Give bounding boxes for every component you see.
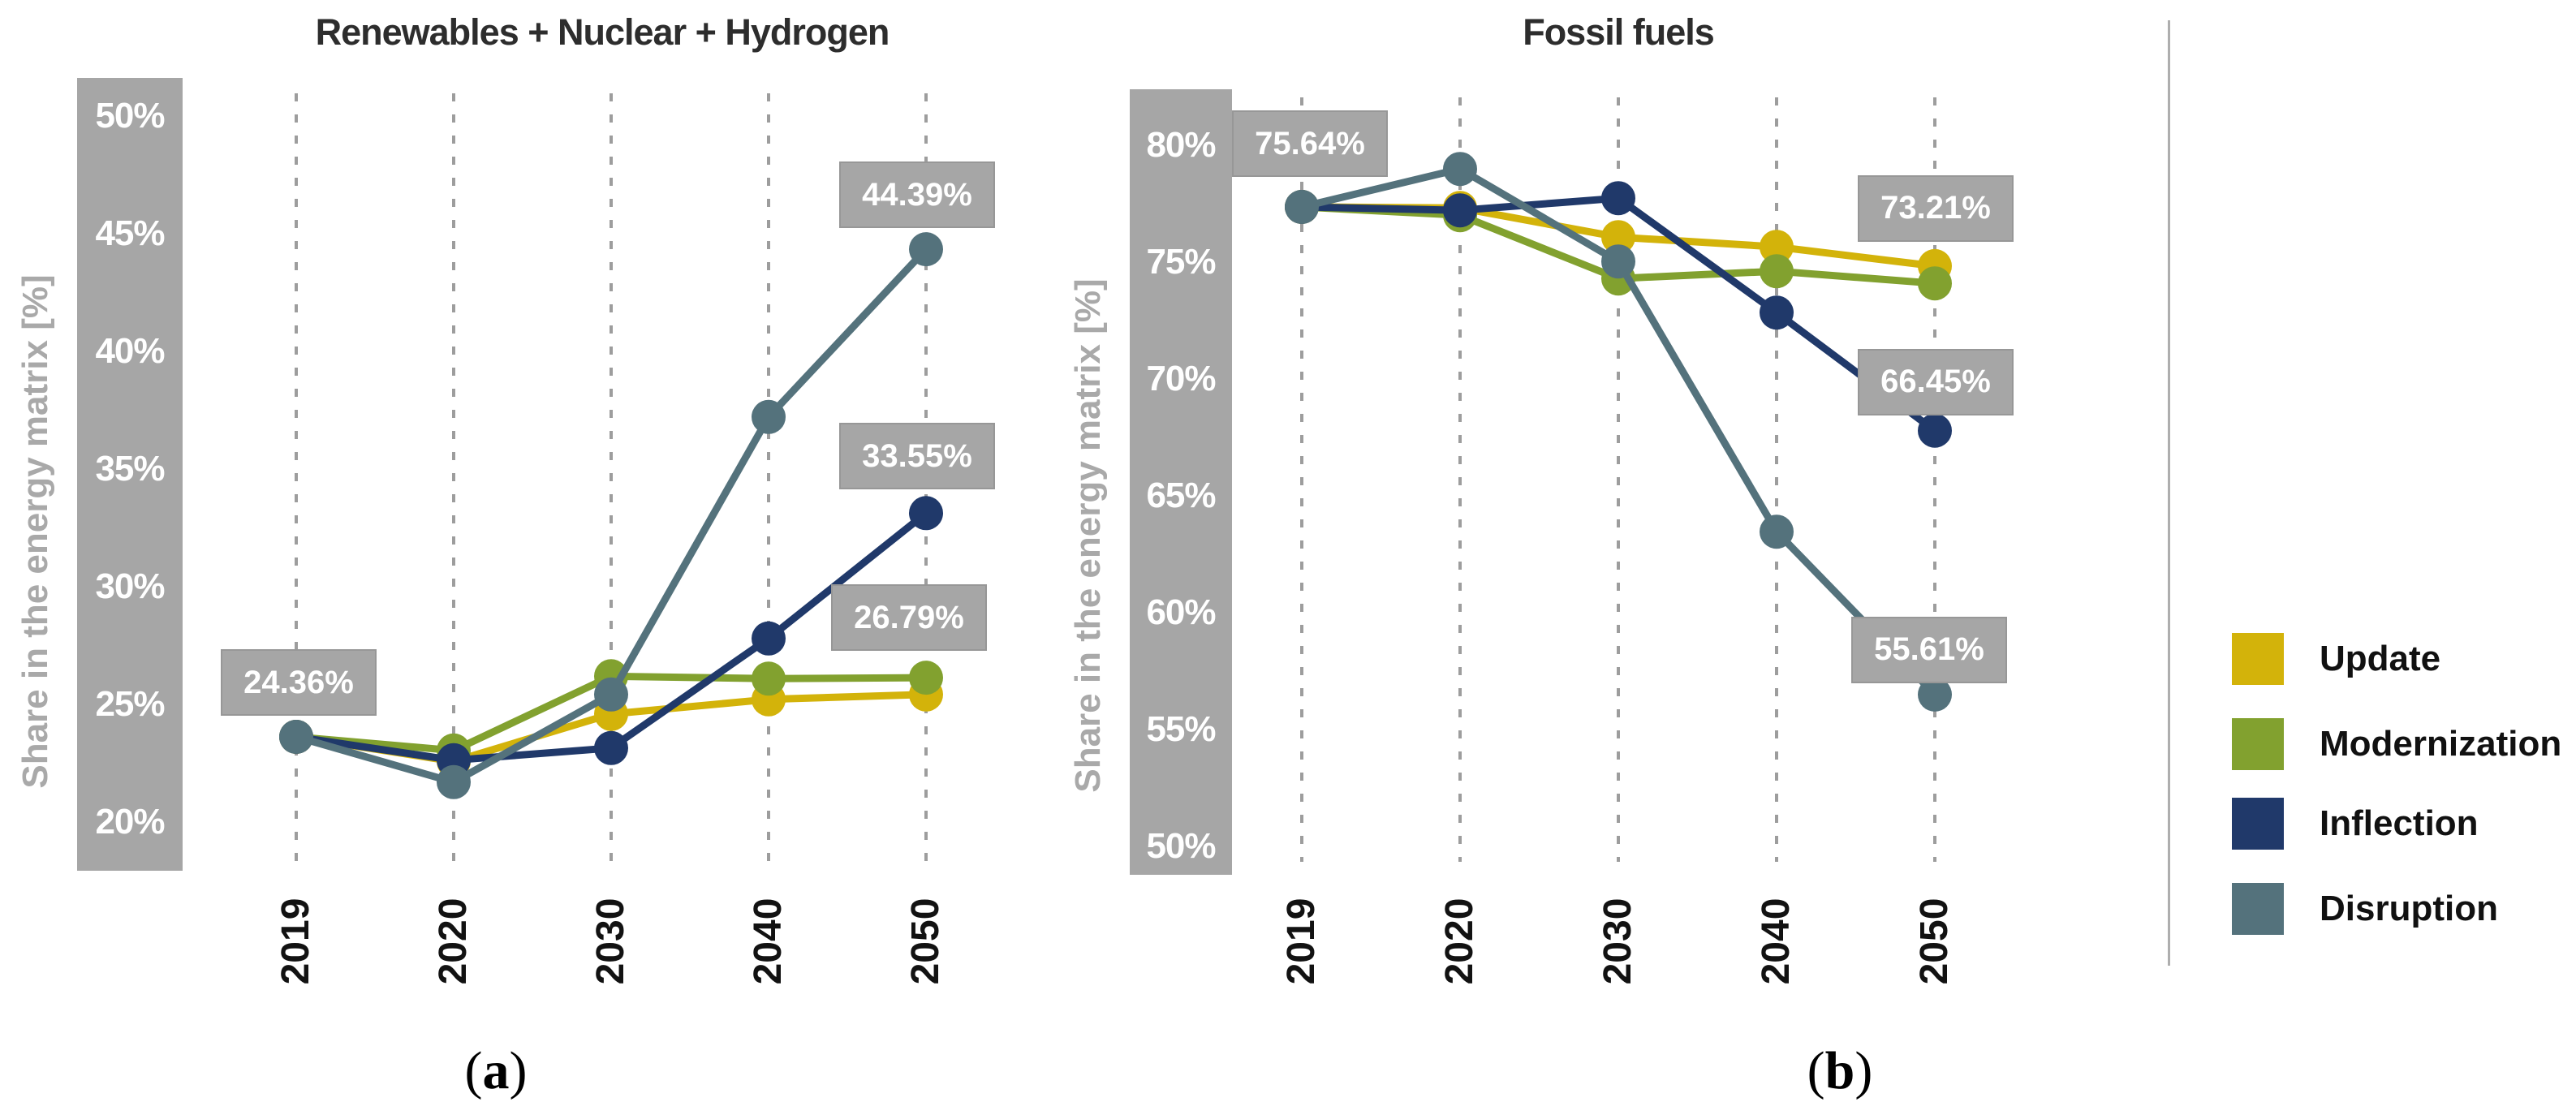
legend-swatch-inflection bbox=[2232, 798, 2284, 850]
data-point-update-2040 bbox=[1760, 230, 1794, 265]
caption-b-open: ( bbox=[1807, 1041, 1825, 1100]
y-tick-label-35pct: 35% bbox=[95, 449, 165, 489]
caption-a: (a) bbox=[465, 1040, 528, 1102]
data-point-disruption-2050 bbox=[1918, 677, 1952, 712]
value-callout-75.64pct: 75.64% bbox=[1232, 110, 1388, 177]
y-tick-label-50pct: 50% bbox=[1146, 826, 1216, 866]
data-point-disruption-2040 bbox=[1760, 514, 1794, 549]
value-callout-66.45pct: 66.45% bbox=[1858, 348, 2014, 415]
caption-b: (b) bbox=[1807, 1040, 1873, 1102]
x-tick-label-2030: 2030 bbox=[1596, 898, 1639, 985]
legend-item-update: Update bbox=[2232, 633, 2440, 685]
x-tick-label-2040: 2040 bbox=[747, 898, 790, 985]
data-point-modernization-2040 bbox=[1760, 254, 1794, 289]
data-point-inflection-2040 bbox=[1760, 295, 1794, 330]
legend-swatch-disruption bbox=[2232, 883, 2284, 935]
x-tick-label-2019: 2019 bbox=[274, 898, 317, 985]
data-point-disruption-2030 bbox=[1601, 244, 1635, 279]
caption-a-close: ) bbox=[509, 1041, 528, 1100]
data-point-inflection-2030 bbox=[594, 730, 628, 765]
legend-label-disruption: Disruption bbox=[2320, 889, 2498, 928]
y-tick-label-20pct: 20% bbox=[95, 802, 165, 842]
value-callout-26.79pct: 26.79% bbox=[831, 584, 987, 652]
legend-item-modernization: Modernization bbox=[2232, 718, 2561, 770]
value-callout-44.39pct: 44.39% bbox=[839, 161, 995, 229]
legend-item-inflection: Inflection bbox=[2232, 798, 2479, 850]
x-tick-label-2050: 2050 bbox=[904, 898, 947, 985]
chart-a-y-axis-band bbox=[77, 78, 183, 871]
y-tick-label-55pct: 55% bbox=[1146, 709, 1216, 749]
legend-item-disruption: Disruption bbox=[2232, 883, 2498, 935]
value-callout-73.21pct: 73.21% bbox=[1858, 174, 2014, 242]
legend-label-update: Update bbox=[2320, 639, 2441, 678]
y-tick-label-30pct: 30% bbox=[95, 566, 165, 606]
legend-separator-line bbox=[2168, 20, 2170, 966]
legend-swatch-update bbox=[2232, 633, 2284, 685]
y-tick-label-50pct: 50% bbox=[95, 96, 165, 136]
legend-label-inflection: Inflection bbox=[2320, 803, 2479, 843]
data-point-update-2030 bbox=[1601, 220, 1635, 255]
data-point-disruption-2019 bbox=[1285, 190, 1319, 224]
chart-b-y-axis-title: Share in the energy matrix [%] bbox=[1068, 278, 1108, 793]
value-callout-33.55pct: 33.55% bbox=[839, 423, 995, 490]
x-tick-label-2020: 2020 bbox=[432, 898, 475, 985]
x-tick-label-2030: 2030 bbox=[589, 898, 632, 985]
x-tick-label-2050: 2050 bbox=[1913, 898, 1956, 985]
chart-b-y-axis-band bbox=[1130, 89, 1232, 875]
caption-a-open: ( bbox=[464, 1041, 483, 1100]
data-point-inflection-2050 bbox=[909, 496, 943, 531]
y-tick-label-65pct: 65% bbox=[1146, 476, 1216, 515]
x-tick-label-2040: 2040 bbox=[1755, 898, 1798, 985]
y-tick-label-70pct: 70% bbox=[1146, 359, 1216, 398]
y-tick-label-45pct: 45% bbox=[95, 213, 165, 253]
data-point-disruption-2030 bbox=[594, 677, 628, 712]
chart-a-title: Renewables + Nuclear + Hydrogen bbox=[315, 11, 890, 53]
y-tick-label-80pct: 80% bbox=[1146, 125, 1216, 165]
caption-a-letter: a bbox=[482, 1041, 510, 1100]
data-point-disruption-2040 bbox=[752, 399, 786, 434]
y-tick-label-25pct: 25% bbox=[95, 684, 165, 724]
x-tick-label-2020: 2020 bbox=[1438, 898, 1481, 985]
data-point-modernization-2050 bbox=[909, 661, 943, 695]
y-tick-label-40pct: 40% bbox=[95, 331, 165, 371]
data-point-inflection-2020 bbox=[1443, 193, 1477, 228]
data-point-inflection-2040 bbox=[752, 621, 786, 656]
data-point-disruption-2020 bbox=[437, 764, 471, 799]
legend-swatch-modernization bbox=[2232, 718, 2284, 770]
data-point-modernization-2040 bbox=[752, 661, 786, 696]
data-point-inflection-2030 bbox=[1601, 181, 1635, 216]
data-point-disruption-2020 bbox=[1443, 152, 1477, 187]
caption-b-letter: b bbox=[1824, 1041, 1855, 1100]
chart-a-y-axis-title: Share in the energy matrix [%] bbox=[15, 274, 55, 789]
x-tick-label-2019: 2019 bbox=[1280, 898, 1323, 985]
chart-b-title: Fossil fuels bbox=[1523, 11, 1715, 53]
y-tick-label-60pct: 60% bbox=[1146, 592, 1216, 632]
caption-b-close: ) bbox=[1854, 1041, 1873, 1100]
legend-label-modernization: Modernization bbox=[2320, 724, 2562, 764]
data-point-disruption-2019 bbox=[279, 720, 313, 754]
data-point-disruption-2050 bbox=[909, 232, 943, 267]
value-callout-55.61pct: 55.61% bbox=[1851, 616, 2007, 683]
y-tick-label-75pct: 75% bbox=[1146, 242, 1216, 282]
data-point-inflection-2050 bbox=[1918, 413, 1952, 448]
data-point-modernization-2050 bbox=[1918, 266, 1952, 301]
value-callout-24.36pct: 24.36% bbox=[221, 649, 377, 716]
